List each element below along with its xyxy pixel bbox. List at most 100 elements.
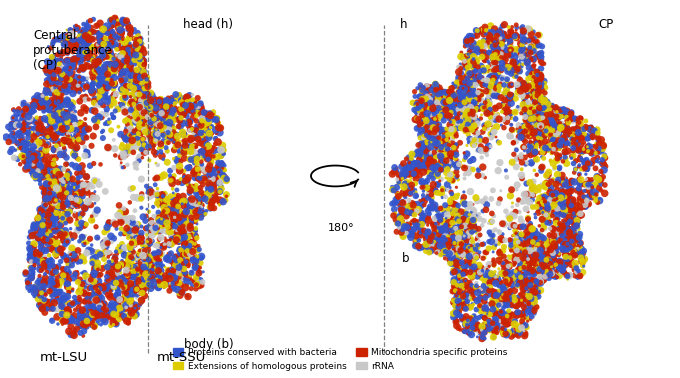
Point [47, 132, 58, 138]
Point [173, 213, 184, 219]
Point [442, 146, 453, 152]
Point [139, 249, 150, 256]
Point [181, 107, 192, 113]
Point [423, 154, 434, 160]
Point [22, 161, 33, 167]
Point [95, 42, 106, 48]
Point [543, 247, 554, 253]
Point [526, 306, 537, 312]
Point [179, 131, 190, 137]
Point [88, 161, 99, 167]
Point [515, 47, 526, 53]
Point [575, 231, 585, 237]
Point [546, 185, 557, 191]
Point [56, 68, 67, 74]
Point [143, 126, 154, 132]
Point [527, 197, 538, 203]
Point [572, 202, 583, 208]
Point [132, 100, 143, 106]
Point [467, 101, 478, 107]
Point [477, 27, 488, 33]
Point [464, 90, 475, 96]
Point [544, 187, 555, 193]
Point [539, 78, 549, 84]
Point [428, 181, 439, 187]
Point [129, 256, 140, 262]
Point [63, 272, 73, 278]
Point [564, 132, 575, 138]
Point [534, 51, 545, 57]
Point [396, 209, 407, 215]
Point [508, 332, 519, 338]
Point [160, 215, 171, 222]
Point [100, 43, 111, 49]
Point [138, 64, 149, 70]
Point [61, 82, 71, 88]
Point [195, 211, 206, 217]
Point [22, 103, 33, 109]
Point [445, 237, 456, 243]
Point [157, 209, 168, 215]
Point [534, 129, 545, 135]
Point [205, 171, 216, 177]
Point [207, 187, 218, 193]
Point [35, 277, 46, 284]
Point [46, 64, 57, 70]
Point [155, 96, 166, 102]
Point [122, 125, 133, 132]
Point [517, 291, 528, 297]
Point [543, 147, 554, 153]
Point [64, 287, 75, 293]
Point [520, 298, 530, 304]
Point [414, 148, 425, 154]
Point [490, 51, 500, 57]
Point [552, 154, 563, 160]
Point [428, 160, 439, 166]
Point [86, 311, 97, 317]
Point [542, 220, 553, 226]
Point [47, 263, 58, 269]
Point [116, 31, 127, 37]
Point [554, 164, 565, 170]
Point [530, 94, 541, 100]
Point [508, 269, 519, 275]
Point [546, 104, 557, 110]
Point [441, 250, 452, 256]
Point [410, 151, 421, 157]
Point [69, 46, 80, 52]
Point [466, 295, 477, 301]
Point [41, 105, 52, 112]
Point [156, 201, 167, 208]
Point [562, 148, 573, 154]
Point [65, 209, 75, 215]
Point [547, 251, 558, 257]
Point [529, 129, 540, 135]
Point [418, 163, 428, 169]
Point [537, 275, 547, 281]
Point [172, 268, 183, 274]
Point [530, 279, 541, 285]
Point [494, 239, 505, 245]
Point [39, 218, 50, 224]
Point [479, 305, 490, 311]
Point [555, 262, 566, 268]
Point [116, 245, 127, 251]
Point [84, 313, 95, 319]
Point [145, 104, 156, 110]
Point [84, 39, 95, 45]
Point [531, 156, 542, 162]
Point [505, 224, 516, 230]
Point [454, 309, 464, 315]
Point [112, 253, 122, 259]
Point [414, 231, 425, 237]
Point [432, 181, 443, 187]
Point [35, 120, 46, 126]
Point [466, 77, 477, 84]
Point [154, 112, 165, 118]
Point [562, 241, 573, 247]
Point [418, 188, 429, 194]
Point [50, 103, 61, 109]
Point [549, 113, 560, 119]
Point [535, 109, 546, 115]
Point [467, 291, 478, 297]
